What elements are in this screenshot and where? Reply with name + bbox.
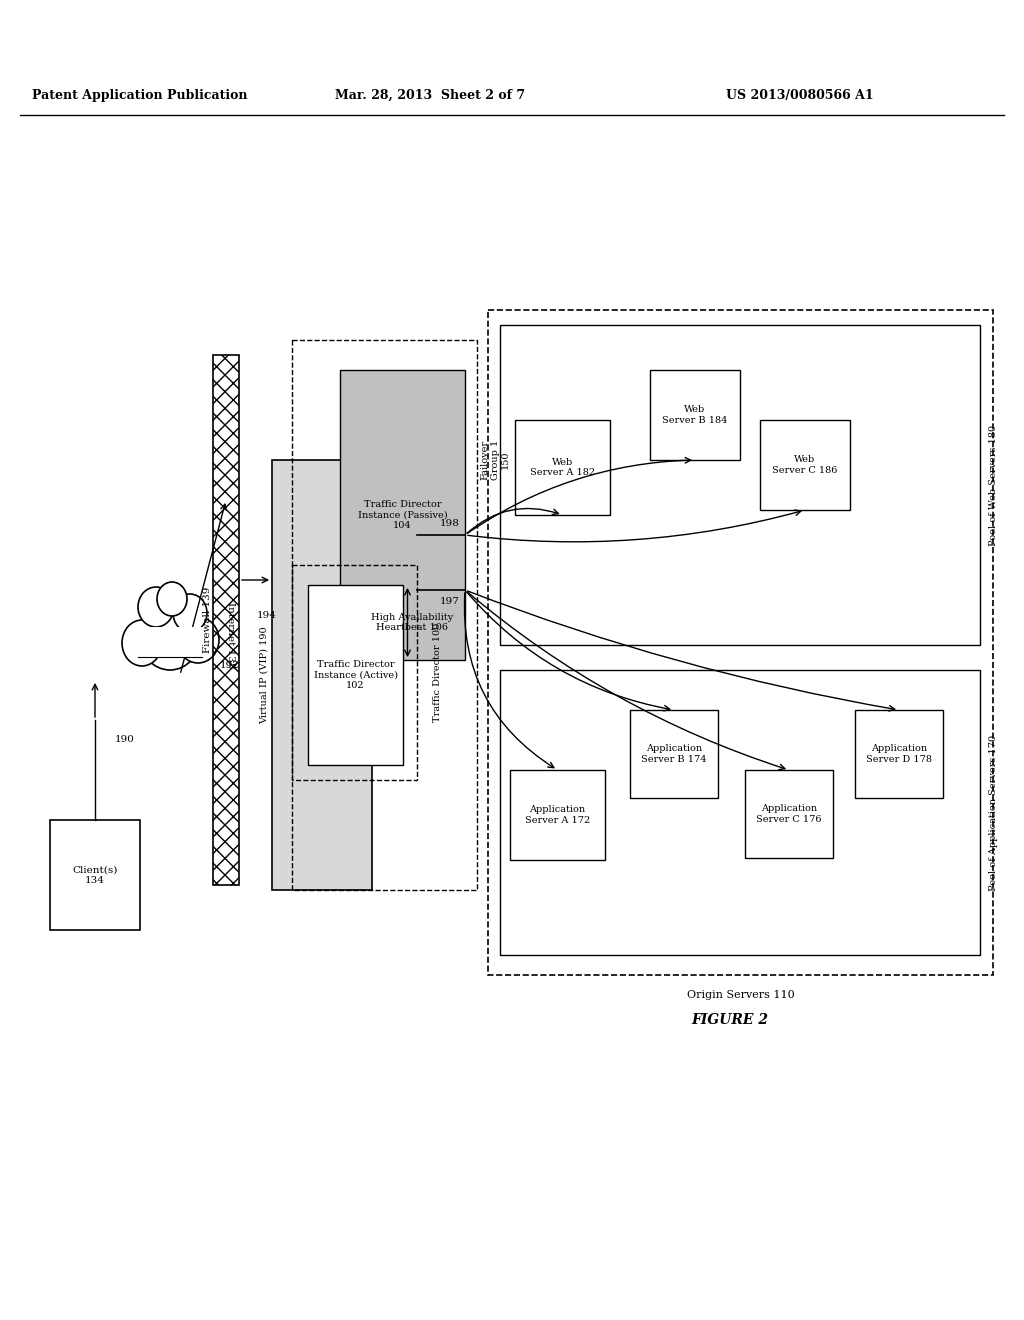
Bar (292, 565, 417, 780)
Text: Firewall 139: Firewall 139 (203, 587, 212, 653)
Bar (650, 370, 740, 459)
Bar (292, 341, 477, 890)
Text: Origin Servers 110: Origin Servers 110 (687, 990, 795, 1001)
Text: High Availability
Heartbeat 106: High Availability Heartbeat 106 (372, 612, 454, 632)
Ellipse shape (157, 582, 187, 616)
Bar (630, 710, 718, 799)
Text: Web
Server C 186: Web Server C 186 (772, 455, 838, 475)
Ellipse shape (138, 587, 174, 627)
Text: 190: 190 (115, 735, 135, 744)
Text: Application
Server B 174: Application Server B 174 (641, 744, 707, 764)
Text: Pool of Application Servers 170: Pool of Application Servers 170 (989, 734, 998, 891)
Bar (510, 770, 605, 861)
Text: Client(s)
134: Client(s) 134 (73, 866, 118, 884)
Text: 197: 197 (440, 598, 460, 606)
Text: Traffic Director 100: Traffic Director 100 (432, 623, 441, 722)
Text: US 2013/0080566 A1: US 2013/0080566 A1 (726, 88, 873, 102)
Bar (500, 325, 980, 645)
Text: Web
Server B 184: Web Server B 184 (663, 405, 728, 425)
Text: Traffic Director
Instance (Active)
102: Traffic Director Instance (Active) 102 (313, 660, 397, 690)
Text: Application
Server D 178: Application Server D 178 (866, 744, 932, 764)
Text: Failover
Group 1
150: Failover Group 1 150 (480, 440, 510, 480)
Text: 198: 198 (440, 519, 460, 528)
Bar (855, 710, 943, 799)
Text: 194: 194 (257, 610, 278, 619)
Bar (213, 355, 239, 884)
Bar (515, 420, 610, 515)
Bar (500, 671, 980, 954)
Bar (340, 370, 465, 660)
Bar (50, 820, 140, 931)
Text: 192: 192 (220, 660, 240, 669)
Text: Traffic Director
Instance (Passive)
104: Traffic Director Instance (Passive) 104 (357, 500, 447, 529)
Bar (308, 585, 403, 766)
Text: Application
Server C 176: Application Server C 176 (757, 804, 821, 824)
Ellipse shape (139, 601, 201, 671)
Bar (132, 627, 208, 657)
Bar (760, 420, 850, 510)
Bar (488, 310, 993, 975)
Text: Web
Server A 182: Web Server A 182 (530, 458, 595, 478)
Text: FIGURE 2: FIGURE 2 (691, 1012, 768, 1027)
Bar (272, 459, 372, 890)
Text: Pool of Web Servers 180: Pool of Web Servers 180 (989, 425, 998, 545)
Bar (745, 770, 833, 858)
Text: Mar. 28, 2013  Sheet 2 of 7: Mar. 28, 2013 Sheet 2 of 7 (335, 88, 525, 102)
Text: Patent Application Publication: Patent Application Publication (32, 88, 248, 102)
Text: Application
Server A 172: Application Server A 172 (525, 805, 590, 825)
Ellipse shape (122, 620, 162, 667)
Text: Virtual IP (VIP) 190: Virtual IP (VIP) 190 (259, 626, 268, 723)
Ellipse shape (173, 594, 207, 632)
Ellipse shape (177, 616, 219, 663)
Text: Internet 138: Internet 138 (225, 602, 234, 668)
